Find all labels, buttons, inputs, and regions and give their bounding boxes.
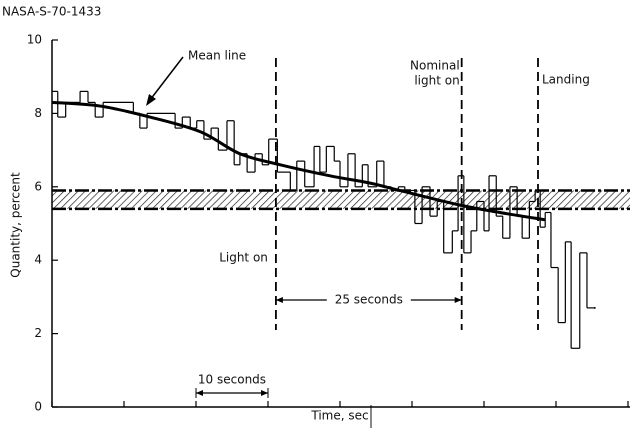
y-tick-label: 0 (34, 400, 42, 414)
y-tick-label: 10 (27, 33, 42, 47)
mean-line-pointer (149, 56, 184, 101)
event-label: Landing (542, 73, 590, 87)
y-tick-label: 8 (34, 106, 42, 120)
arrowhead (196, 390, 203, 396)
arrowhead (275, 297, 283, 303)
mean-line-arrowhead (146, 94, 156, 106)
hatched-band (52, 190, 630, 209)
y-axis-label: Quantity, percent (9, 172, 23, 278)
x-axis-label: Time, sec (310, 409, 368, 423)
chart-title: NASA-S-70-1433 (2, 5, 101, 19)
mean-line-label: Mean line (188, 49, 246, 63)
span-label: 25 seconds (335, 293, 403, 307)
event-label: Nominal (410, 59, 460, 73)
arrowhead (261, 390, 268, 396)
span-label: 10 seconds (198, 373, 266, 387)
y-tick-label: 6 (34, 179, 42, 193)
event-label: Light on (219, 251, 268, 265)
y-tick-label: 2 (34, 326, 42, 340)
arrowhead (454, 297, 462, 303)
mean-line (51, 100, 546, 222)
y-tick-label: 4 (34, 253, 42, 267)
event-label: light on (414, 74, 459, 88)
